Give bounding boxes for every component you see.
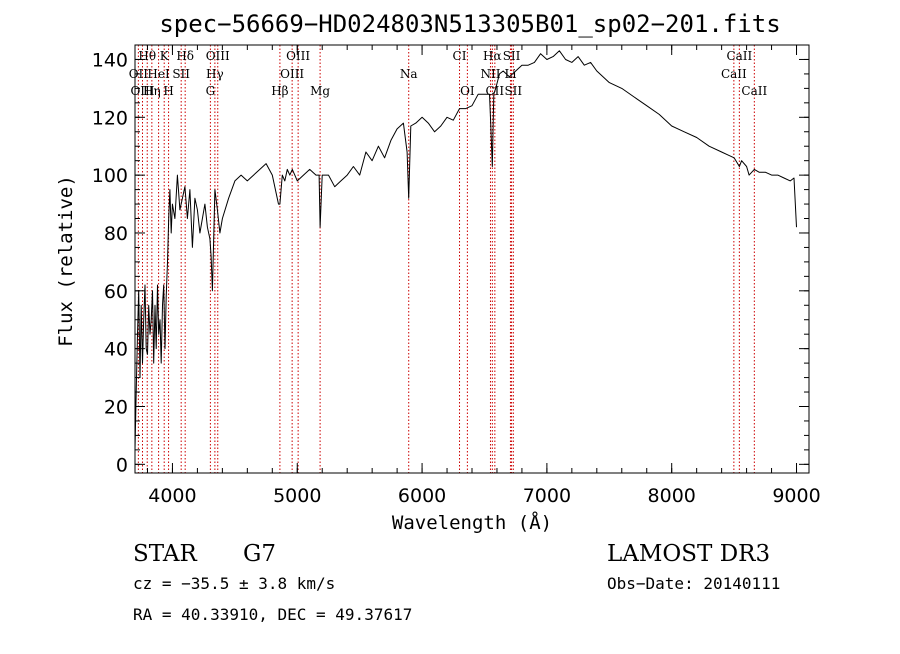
y-tick-label: 40 xyxy=(104,339,128,361)
axes: 4000 5000 6000 7000 8000 9000 0 20 40 60 80 100 120 1… xyxy=(92,45,821,507)
spectral-line-label: CI xyxy=(453,49,467,63)
spectral-line-label: CaII xyxy=(721,67,747,81)
spectral-line-label: Hθ xyxy=(138,49,156,63)
x-tick-label: 9000 xyxy=(772,485,820,507)
x-tick-label: 4000 xyxy=(148,485,196,507)
object-class: STAR xyxy=(133,541,197,567)
x-tick-label: 7000 xyxy=(523,485,571,507)
spectrum-line xyxy=(134,50,797,450)
spectral-line-label: HeI xyxy=(147,67,170,81)
spectral-line-label: G xyxy=(206,84,216,98)
x-tick-label: 6000 xyxy=(398,485,446,507)
spectral-line-label: OI xyxy=(460,84,475,98)
spectrum-series xyxy=(134,50,797,450)
spectral-line-label: SII xyxy=(172,67,190,81)
y-tick-label: 0 xyxy=(116,454,128,476)
spectral-line-label: Hβ xyxy=(271,84,288,98)
spectral-line-label: Na xyxy=(400,67,418,81)
spectral-line-label: Hη xyxy=(143,84,161,98)
x-tick-label: 8000 xyxy=(648,485,696,507)
spectral-line-label: CaII xyxy=(726,49,752,63)
y-tick-label: 100 xyxy=(92,165,128,187)
coordinates: RA = 40.33910, DEC = 49.37617 xyxy=(133,605,412,624)
spectral-line-label: Mg xyxy=(310,84,330,98)
spectral-line-label: OIII xyxy=(206,49,230,63)
plot-frame xyxy=(134,44,810,474)
spectral-line-label: Hα xyxy=(483,49,502,63)
y-tick-label: 120 xyxy=(92,107,128,129)
x-axis-label: Wavelength (Å) xyxy=(392,511,552,534)
spectral-line-label: OIII xyxy=(130,84,154,98)
object-subclass: G7 xyxy=(243,541,276,567)
survey-name: LAMOST DR3 xyxy=(607,541,770,567)
y-tick-label: 60 xyxy=(104,281,128,303)
spectral-line-label: K xyxy=(160,49,170,63)
spectral-line-label: NII xyxy=(480,67,500,81)
redshift-cz: cz = −35.5 ± 3.8 km/s xyxy=(133,574,335,593)
spectral-line-label: H xyxy=(163,84,173,98)
spectral-line-label: SII xyxy=(504,84,522,98)
spectral-line-label: CaII xyxy=(741,84,767,98)
y-tick-label: 80 xyxy=(104,223,128,245)
spectral-line-label: OIII xyxy=(280,67,304,81)
spectral-line-label: SII xyxy=(503,49,521,63)
observation-date: Obs−Date: 20140111 xyxy=(607,574,780,593)
spectral-line-label: Hγ xyxy=(206,67,224,81)
y-axis-label: Flux (relative) xyxy=(55,175,77,347)
spectral-line-label: Hδ xyxy=(176,49,194,63)
y-tick-label: 20 xyxy=(104,396,128,418)
x-tick-label: 5000 xyxy=(273,485,321,507)
spectral-line-label: Li xyxy=(505,67,517,81)
spectral-line-label: OIII xyxy=(286,49,310,63)
chart-title: spec−56669−HD024803N513305B01_sp02−201.f… xyxy=(159,10,780,38)
y-tick-label: 140 xyxy=(92,49,128,71)
spectral-line-markers xyxy=(137,45,755,473)
